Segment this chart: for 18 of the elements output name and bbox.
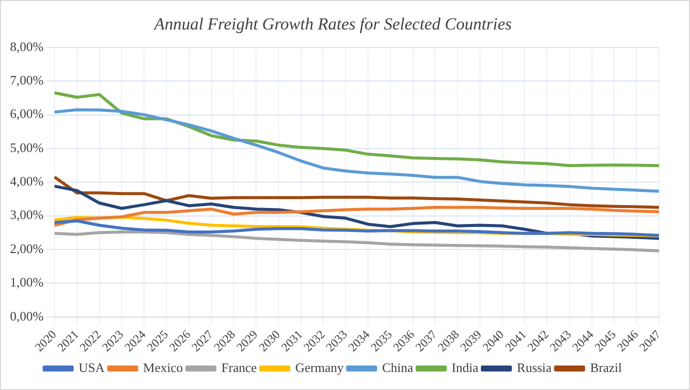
y-tick-label: 1,00% — [10, 274, 44, 290]
y-tick-label: 5,00% — [10, 140, 44, 155]
legend-label: China — [382, 360, 414, 375]
legend-label: France — [221, 360, 257, 375]
y-tick-label: 8,00% — [10, 38, 44, 54]
y-tick-label: 0,00% — [10, 308, 44, 324]
legend-label: Russia — [516, 360, 552, 375]
legend-label: Germany — [295, 360, 344, 375]
y-tick-label: 6,00% — [10, 106, 44, 122]
y-tick-label: 7,00% — [10, 72, 44, 88]
y-tick-label: 4,00% — [10, 174, 44, 189]
y-tick-label: 3,00% — [10, 207, 44, 222]
legend-label: USA — [78, 360, 106, 375]
legend-label: India — [452, 360, 479, 375]
chart-title: Annual Freight Growth Rates for Selected Countries — [153, 14, 512, 34]
y-tick-label: 2,00% — [10, 240, 44, 256]
legend-label: Mexico — [143, 360, 183, 375]
legend-label: Brazil — [590, 360, 622, 375]
